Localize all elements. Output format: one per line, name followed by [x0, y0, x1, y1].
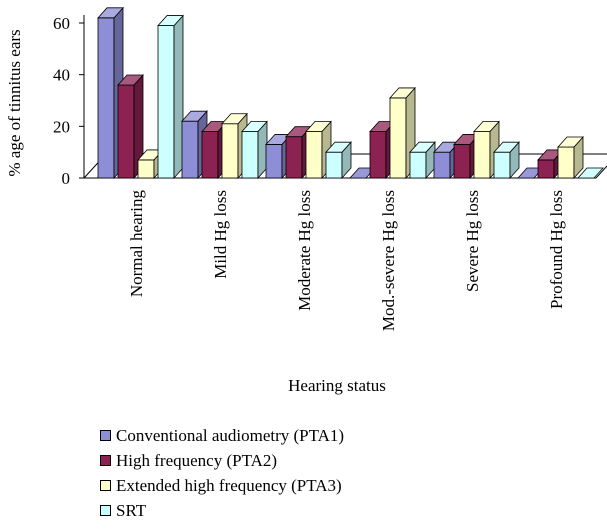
bar: [389, 86, 416, 180]
legend-item: SRT: [100, 498, 344, 523]
y-axis-label: % age of tinnitus ears: [5, 29, 24, 176]
y-axis: 0 20 40 60: [53, 14, 85, 188]
x-tick-label: Mild Hg loss: [211, 190, 230, 279]
legend-item: High frequency (PTA2): [100, 448, 344, 473]
legend-label: SRT: [116, 500, 147, 520]
x-tick-label: Profound Hg loss: [547, 190, 566, 309]
legend-label: Extended high frequency (PTA3): [116, 475, 342, 495]
legend-item: Extended high frequency (PTA3): [100, 473, 344, 498]
bar: [97, 6, 124, 180]
legend-label: Conventional audiometry (PTA1): [116, 425, 345, 445]
y-tick-label: 0: [62, 169, 71, 188]
legend-label: High frequency (PTA2): [116, 450, 278, 470]
bar: [409, 141, 436, 180]
bar: [305, 120, 332, 180]
legend-swatch: [100, 430, 111, 441]
x-tick-label: Mod.-severe Hg loss: [379, 190, 398, 331]
legend: Conventional audiometry (PTA1) High frequ…: [100, 423, 344, 523]
legend-swatch: [100, 505, 111, 516]
bar: [557, 135, 584, 180]
bar: [493, 141, 520, 180]
y-tick-label: 60: [53, 14, 70, 33]
bar: [157, 14, 184, 180]
x-tick-label: Moderate Hg loss: [295, 190, 314, 311]
x-tick-label: Severe Hg loss: [463, 190, 482, 292]
bar: [325, 141, 352, 180]
legend-item: Conventional audiometry (PTA1): [100, 423, 344, 448]
bars: [97, 6, 604, 180]
legend-swatch: [100, 455, 111, 466]
y-tick-label: 20: [53, 117, 70, 136]
bar: [369, 120, 396, 180]
x-tick-labels: Normal hearing Mild Hg loss Moderate Hg lo…: [127, 190, 566, 332]
x-tick-label: Normal hearing: [127, 190, 146, 298]
x-axis-label: Hearing status: [288, 376, 386, 395]
bar: [241, 120, 268, 180]
y-tick-label: 40: [53, 66, 70, 85]
bar: [577, 167, 604, 179]
bar: [117, 73, 144, 180]
legend-swatch: [100, 480, 111, 491]
